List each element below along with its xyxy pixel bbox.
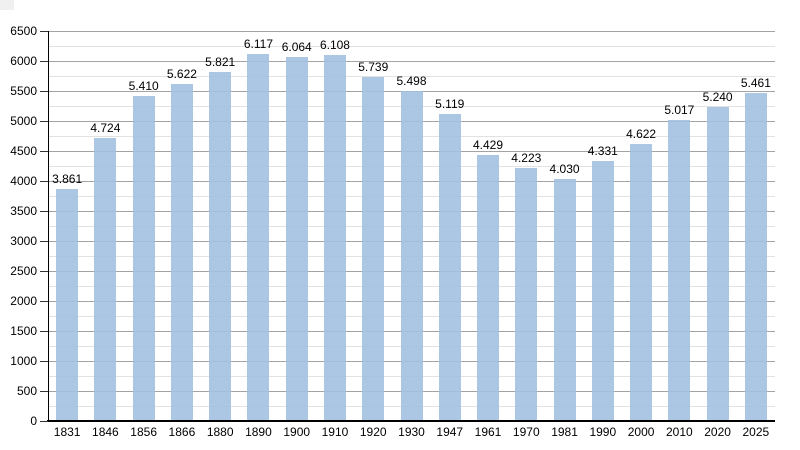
bar-1846	[94, 137, 117, 421]
y-tick-label: 1500	[10, 324, 37, 338]
bar-1920	[362, 76, 385, 421]
bar-1856	[132, 96, 155, 421]
gridline-major	[48, 61, 775, 62]
plot-area: 3.861 4.724 5.410 5.622 5.821 6.117 6.064 6.108…	[48, 31, 775, 421]
x-tick-label: 1880	[206, 425, 234, 439]
y-tick-label: 500	[16, 384, 37, 398]
x-tick-label: 1930	[398, 425, 425, 439]
y-axis-tick	[40, 151, 48, 152]
y-tick-label: 0	[30, 414, 37, 428]
y-axis-tick	[40, 31, 48, 32]
x-tick-label: 1990	[589, 425, 617, 439]
x-tick-label: 1831	[53, 425, 81, 439]
bar-2000	[630, 143, 653, 421]
x-axis-line	[47, 420, 775, 422]
y-axis-line	[48, 31, 49, 422]
bar-1961	[477, 155, 500, 421]
bar-1990	[591, 161, 614, 421]
bar-value-label: 5.821	[205, 54, 236, 69]
bar-2020	[706, 106, 729, 421]
bar-value-label: 3.861	[52, 172, 83, 187]
y-tick-label: 5500	[10, 84, 37, 98]
bar-value-label: 5.622	[166, 66, 197, 81]
y-axis-tick	[40, 241, 48, 242]
bar-1831	[56, 189, 79, 421]
screenshot-corner-artifact	[0, 0, 14, 10]
y-axis-tick	[40, 331, 48, 332]
bar-1880	[209, 71, 232, 421]
x-tick-label: 1970	[512, 425, 540, 439]
y-axis-tick	[40, 121, 48, 122]
x-tick-label: 2020	[704, 425, 731, 439]
y-tick-label: 4500	[10, 144, 37, 158]
bar-value-label: 5.017	[664, 102, 695, 117]
x-tick-label: 1846	[92, 425, 119, 439]
y-tick-label: 6500	[10, 24, 37, 38]
x-tick-label: 2000	[627, 425, 655, 439]
bar-1970	[515, 167, 538, 421]
x-tick-label: 1890	[245, 425, 272, 439]
bar-value-label: 4.622	[626, 126, 657, 141]
bar-1900	[285, 57, 308, 421]
y-tick-label: 4000	[10, 174, 37, 188]
y-tick-label: 2500	[10, 264, 37, 278]
bar-value-label: 6.108	[319, 37, 350, 52]
bar-value-label: 5.739	[358, 59, 389, 74]
bar-value-label: 5.461	[740, 76, 771, 91]
x-tick-label: 1920	[359, 425, 387, 439]
x-tick-label: 1856	[130, 425, 157, 439]
bar-1981	[553, 179, 576, 421]
bar-value-label: 4.724	[90, 120, 121, 135]
gridline-major	[48, 31, 775, 32]
y-axis-tick	[40, 391, 48, 392]
y-tick-label: 3500	[10, 204, 37, 218]
bar-value-label: 5.410	[128, 79, 159, 94]
bar-1910	[323, 54, 346, 421]
x-tick-label: 2010	[665, 425, 693, 439]
y-tick-label: 5000	[10, 114, 37, 128]
y-axis-tick	[40, 421, 48, 422]
x-tick-label: 1961	[474, 425, 502, 439]
bar-value-label: 4.429	[473, 138, 504, 153]
bar-1890	[247, 53, 270, 421]
x-tick-label: 1900	[283, 425, 311, 439]
y-axis-tick	[40, 271, 48, 272]
bar-value-label: 4.331	[587, 144, 618, 159]
y-axis-tick	[40, 181, 48, 182]
y-tick-label: 3000	[10, 234, 37, 248]
gridline-minor	[48, 46, 775, 47]
x-tick-label: 1981	[551, 425, 578, 439]
bar-2010	[668, 119, 691, 421]
x-tick-label: 1910	[321, 425, 349, 439]
y-tick-label: 2000	[10, 294, 37, 308]
y-axis-tick	[40, 361, 48, 362]
bar-value-label: 6.064	[281, 40, 312, 55]
y-axis-tick	[40, 91, 48, 92]
bar-1947	[438, 113, 461, 421]
y-axis-tick	[40, 301, 48, 302]
bar-value-label: 5.498	[396, 74, 427, 89]
bar-2025	[744, 93, 767, 421]
x-tick-label: 2025	[742, 425, 770, 439]
y-tick-label: 1000	[10, 354, 37, 368]
bar-1930	[400, 91, 423, 421]
bar-value-label: 5.240	[702, 89, 733, 104]
bar-1866	[170, 83, 193, 421]
y-axis-tick	[40, 61, 48, 62]
x-tick-label: 1947	[436, 425, 464, 439]
bar-value-label: 6.117	[243, 36, 273, 51]
x-tick-label: 1866	[168, 425, 196, 439]
y-tick-label: 6000	[10, 54, 37, 68]
gridline-minor	[48, 76, 775, 77]
y-axis-tick	[40, 211, 48, 212]
bar-value-label: 4.223	[511, 150, 542, 165]
bar-value-label: 5.119	[435, 96, 465, 111]
bar-value-label: 4.030	[549, 162, 580, 177]
